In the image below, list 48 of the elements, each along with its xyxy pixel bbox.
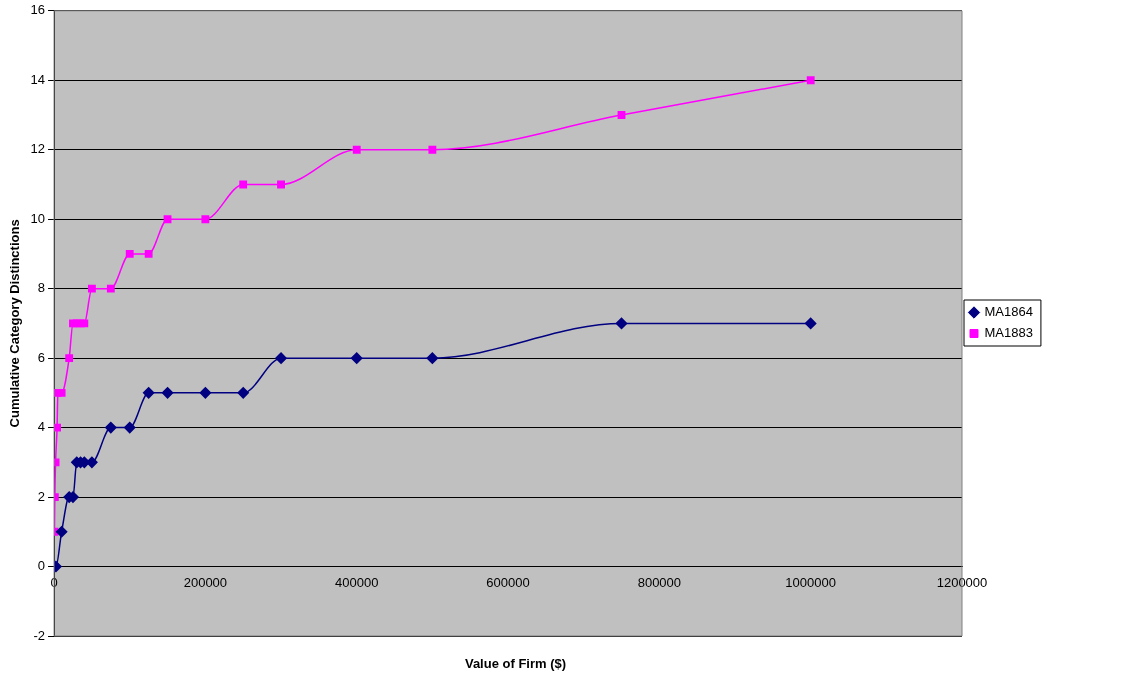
point (80, 319, 89, 328)
legend-label: MA1864 (984, 304, 1033, 320)
x-tick-label: 400000 (335, 574, 379, 590)
point (201, 215, 210, 224)
point (161, 387, 174, 399)
y-tick-label: 14 (30, 71, 46, 87)
x-tick-label: 1000000 (785, 574, 836, 590)
y-tick-label: 6 (37, 349, 46, 365)
y-tick-label: 10 (30, 210, 46, 226)
y-tick-label: 2 (37, 488, 46, 504)
y-tick-label: -2 (33, 627, 46, 643)
y-axis-title: Cumulative Category Distinctions (7, 219, 23, 428)
point (125, 250, 134, 258)
point (275, 352, 287, 364)
x-tick-label: 200000 (183, 574, 228, 590)
point (617, 111, 626, 119)
point (352, 145, 361, 154)
point (54, 423, 62, 432)
point (123, 421, 136, 434)
y-tick-label: 16 (30, 2, 46, 18)
y-tick-label: 0 (37, 558, 46, 574)
point (144, 250, 153, 258)
y-tick-label: 8 (37, 280, 46, 296)
point (57, 388, 66, 397)
point (87, 284, 96, 293)
point (277, 180, 285, 189)
point (239, 180, 248, 189)
point (163, 215, 172, 224)
point (806, 76, 815, 85)
point (65, 354, 74, 363)
point (804, 317, 817, 330)
legend-label: MA1883 (984, 325, 1033, 341)
x-tick-label: 800000 (637, 574, 682, 590)
point (142, 387, 155, 399)
x-tick-label: 1200000 (936, 574, 988, 590)
point (237, 387, 249, 399)
point (615, 317, 628, 330)
point (105, 421, 117, 434)
x-tick-label: 600000 (486, 574, 530, 590)
point (428, 145, 437, 154)
y-tick-label: 4 (37, 419, 46, 435)
point (350, 352, 363, 364)
point (426, 352, 439, 364)
point (106, 284, 115, 293)
point (199, 387, 212, 399)
y-tick-label: 12 (30, 141, 46, 157)
x-axis-title: Value of Firm ($) (463, 656, 568, 671)
point (55, 526, 68, 538)
